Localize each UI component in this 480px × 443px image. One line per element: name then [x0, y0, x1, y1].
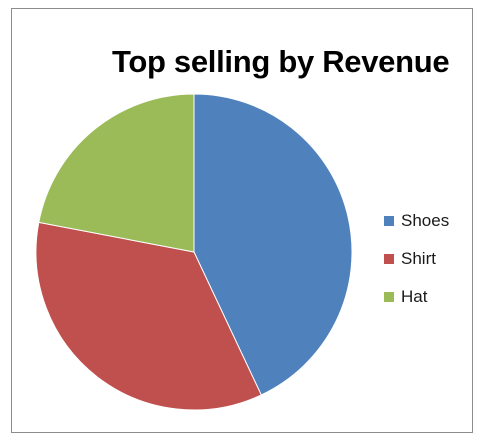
- legend-swatch-shirt: [384, 254, 394, 264]
- legend-label-shoes: Shoes: [401, 211, 450, 230]
- legend-swatch-shoes: [384, 216, 394, 226]
- pie-slice-shoes: [193, 93, 353, 396]
- legend: Shoes Shirt Hat: [384, 202, 449, 316]
- pie-slice-shirt: [35, 221, 262, 411]
- pie-slice-hat: [38, 93, 195, 253]
- legend-item-shirt: Shirt: [384, 240, 449, 278]
- chart-title: Top selling by Revenue: [112, 44, 450, 79]
- legend-label-hat: Hat: [401, 287, 428, 306]
- legend-item-shoes: Shoes: [384, 202, 449, 240]
- legend-item-hat: Hat: [384, 278, 449, 316]
- legend-swatch-hat: [384, 292, 394, 302]
- legend-label-shirt: Shirt: [401, 249, 436, 268]
